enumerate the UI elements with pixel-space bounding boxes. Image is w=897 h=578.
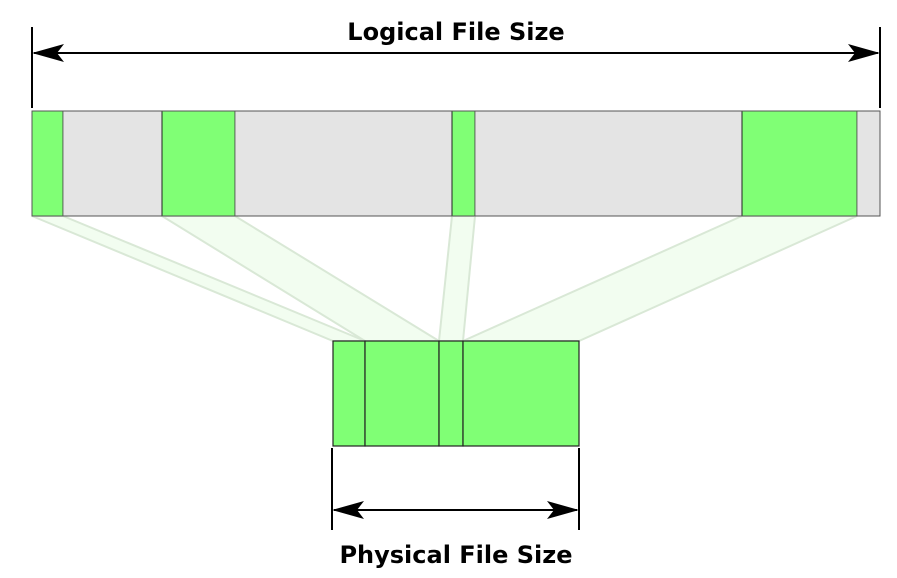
- logical-data-block: [31, 110, 64, 217]
- logical-size-dimension: Logical File Size: [31, 18, 881, 108]
- logical-data-block: [451, 110, 476, 217]
- physical-file-bar: [332, 340, 580, 447]
- logical-size-arrowhead-right: [848, 44, 880, 62]
- physical-data-block: [438, 340, 464, 447]
- physical-data-block: [364, 340, 440, 447]
- physical-size-arrowhead-right: [547, 501, 579, 519]
- mapping-bands: [31, 215, 858, 342]
- logical-size-arrowhead-left: [32, 44, 64, 62]
- physical-size-label: Physical File Size: [339, 541, 572, 569]
- logical-hole: [474, 110, 743, 217]
- physical-data-block: [332, 340, 366, 447]
- logical-data-block: [161, 110, 236, 217]
- logical-bar-outline: [31, 110, 881, 217]
- logical-hole: [62, 110, 163, 217]
- logical-hole: [234, 110, 453, 217]
- physical-data-block: [462, 340, 580, 447]
- mapping-band: [462, 215, 858, 342]
- logical-size-label: Logical File Size: [347, 18, 564, 46]
- logical-file-bar: [31, 110, 881, 217]
- physical-size-arrowhead-left: [332, 501, 364, 519]
- mapping-band: [437, 215, 477, 342]
- physical-size-dimension: Physical File Size: [331, 448, 580, 569]
- logical-hole: [856, 110, 881, 217]
- logical-data-block: [741, 110, 858, 217]
